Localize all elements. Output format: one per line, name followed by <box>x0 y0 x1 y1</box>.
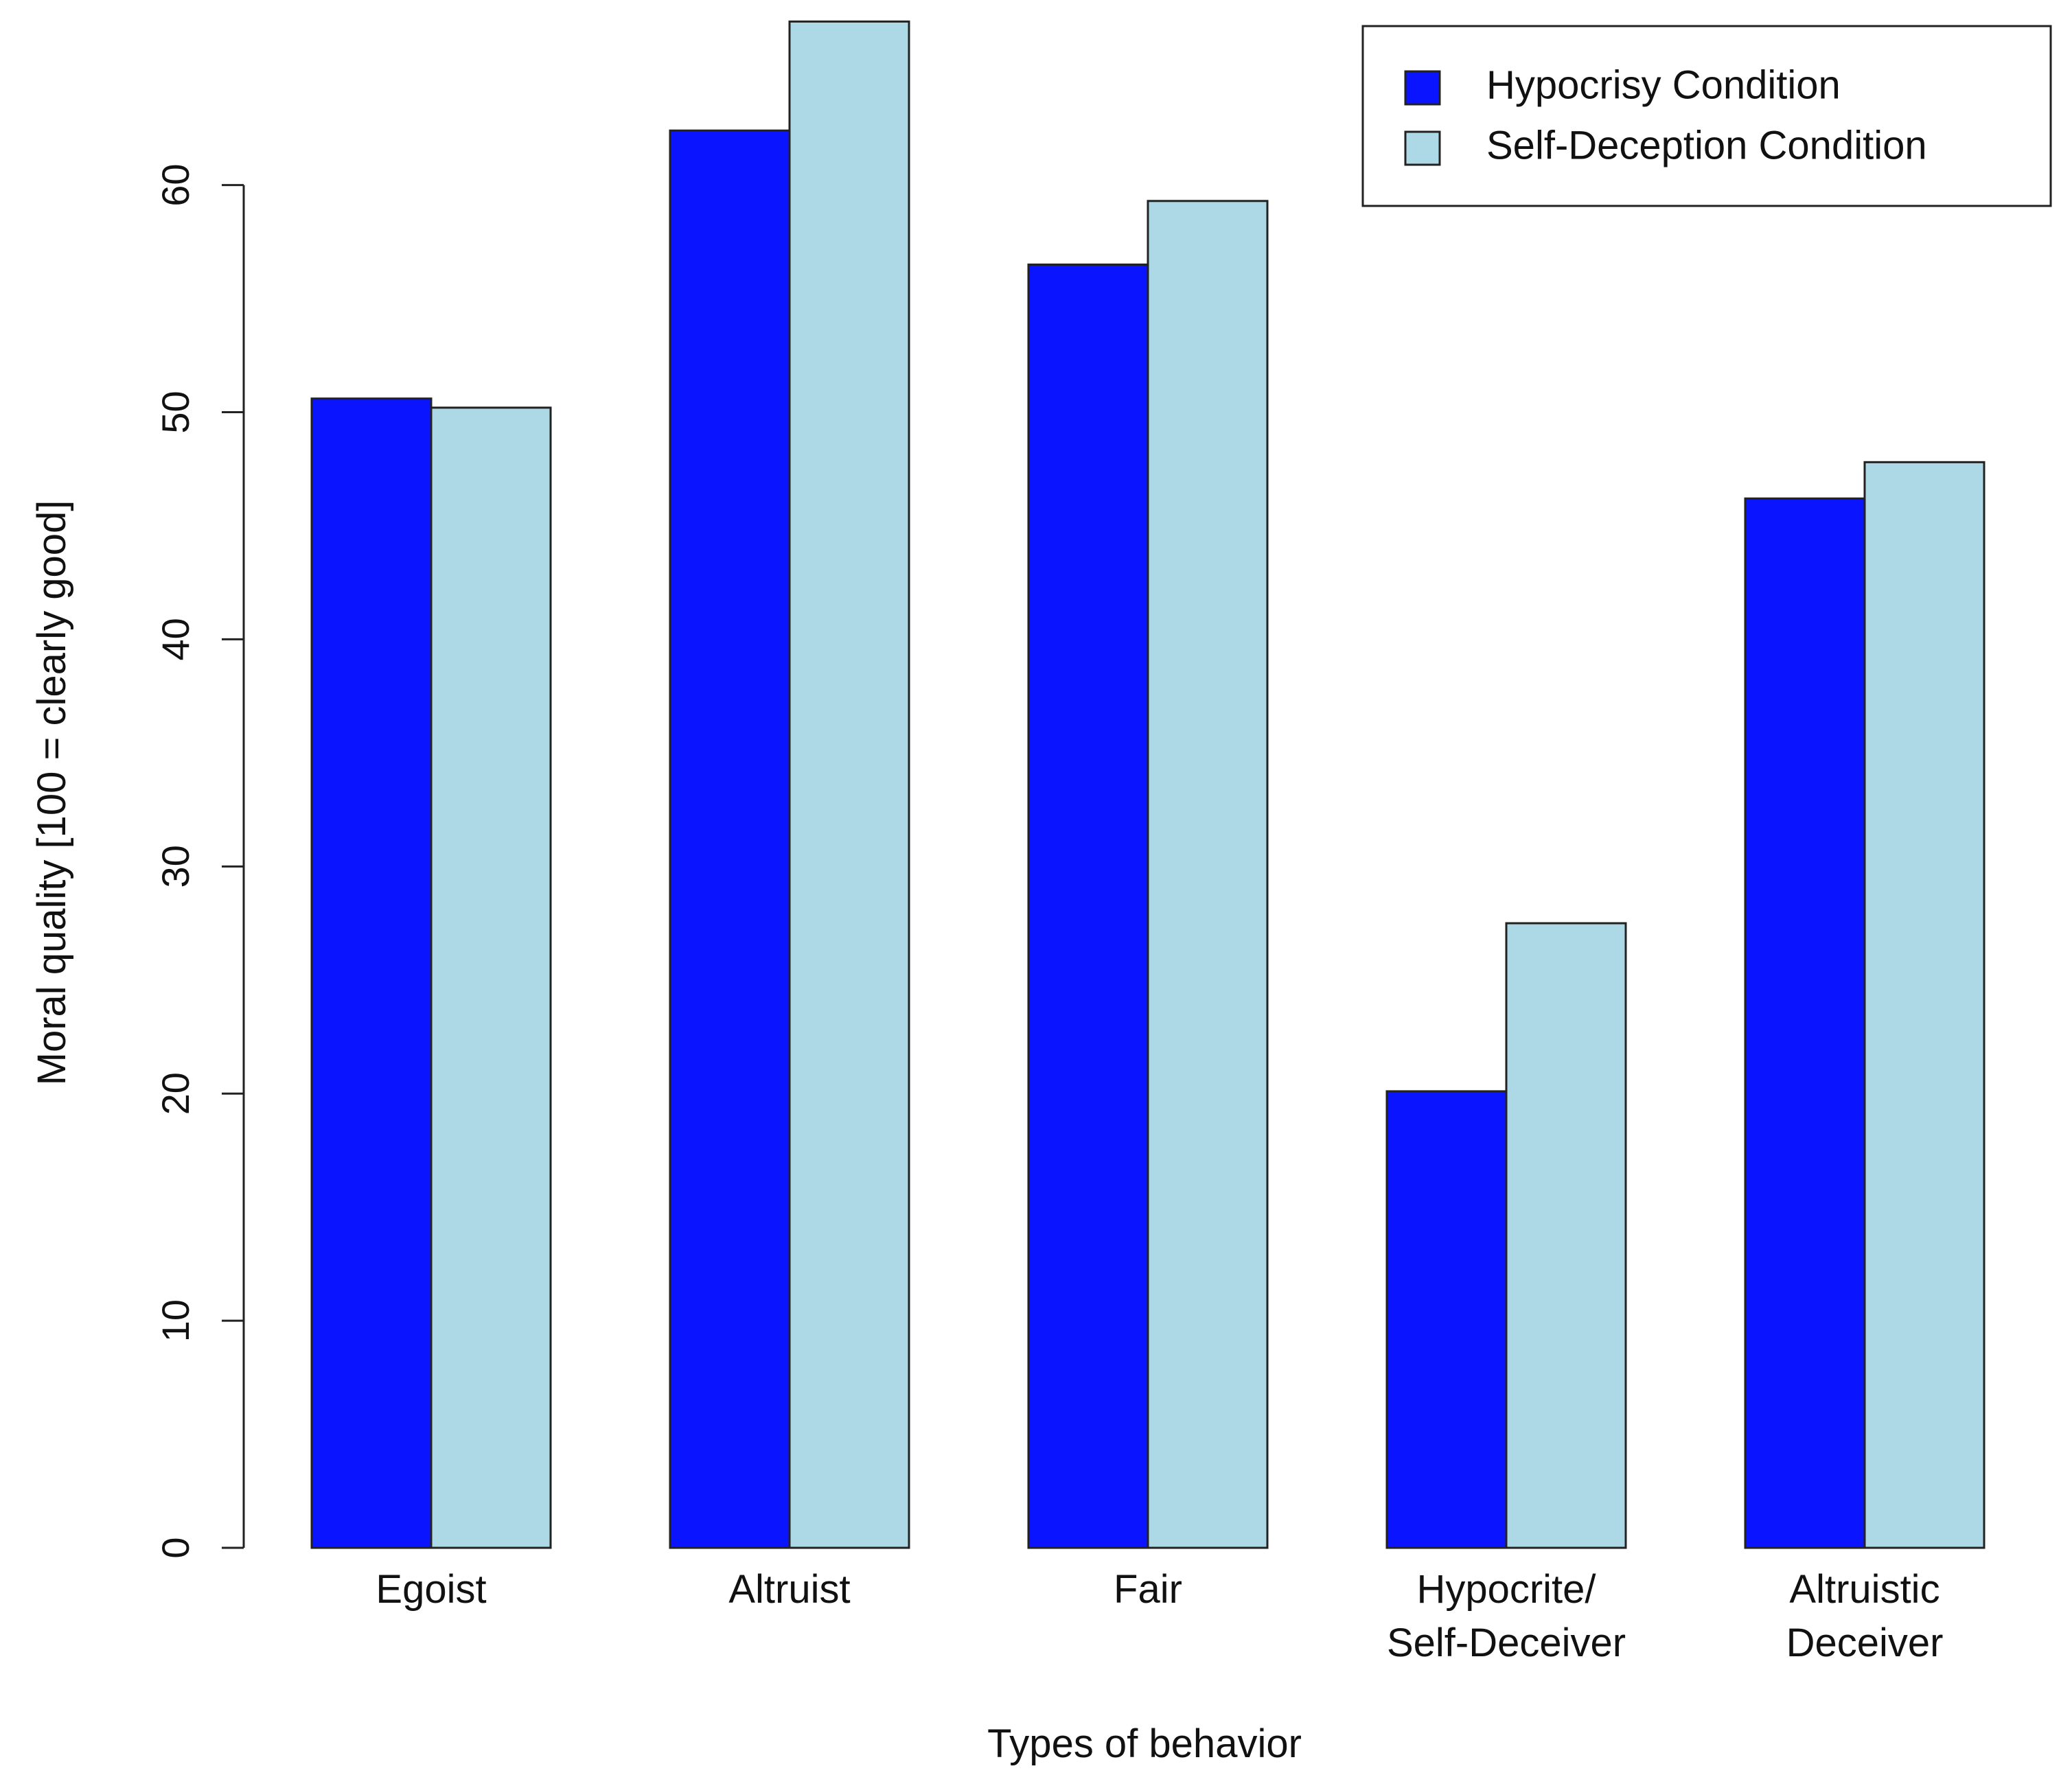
legend-swatch-hypocrisy <box>1404 70 1441 106</box>
x-category-label: Egoist <box>376 1567 486 1612</box>
bar-hypocrisy-1 <box>669 129 791 1549</box>
bar-self-deception-4 <box>1863 461 1985 1549</box>
legend-label-hypocrisy: Hypocrisy Condition <box>1486 62 1841 107</box>
legend-label-self-deception: Self-Deception Condition <box>1486 123 1927 167</box>
x-axis-title: Types of behavior <box>987 1721 1302 1766</box>
bar-self-deception-2 <box>1147 200 1269 1549</box>
bar-self-deception-3 <box>1505 922 1627 1549</box>
x-category-label: Fair <box>1114 1567 1182 1612</box>
x-category-label: Altruistic Deceiver <box>1786 1567 1944 1665</box>
legend-box <box>1361 25 2052 207</box>
bar-hypocrisy-3 <box>1385 1090 1508 1549</box>
bar-hypocrisy-4 <box>1744 497 1866 1549</box>
y-tick-label: 40 <box>154 618 197 660</box>
x-category-label: Hypocrite/Self-Deceiver <box>1387 1567 1626 1665</box>
x-category-label: Altruist <box>728 1567 850 1612</box>
bar-self-deception-1 <box>788 20 910 1549</box>
y-tick-label: 10 <box>154 1299 197 1342</box>
bar-hypocrisy-2 <box>1027 263 1149 1549</box>
x-axis-labels: Egoist Altruist Fair Hypocrite/Self-Deceive… <box>376 1567 1943 1665</box>
legend: Hypocrisy Condition Self-Deception Condit… <box>1361 25 2052 207</box>
bar-self-deception-0 <box>430 406 552 1549</box>
y-tick-label: 60 <box>154 163 197 206</box>
bar-hypocrisy-0 <box>310 397 433 1549</box>
y-axis-title: Moral quality [100 = clearly good] <box>30 500 74 1086</box>
y-tick-label: 50 <box>154 391 197 433</box>
y-tick-label: 20 <box>154 1072 197 1115</box>
bars <box>310 20 1985 1549</box>
legend-swatch-self-deception <box>1404 130 1441 166</box>
y-tick-label: 0 <box>154 1537 197 1558</box>
y-axis: 0 10 20 30 40 50 60 <box>154 163 245 1559</box>
y-tick-label: 30 <box>154 845 197 888</box>
